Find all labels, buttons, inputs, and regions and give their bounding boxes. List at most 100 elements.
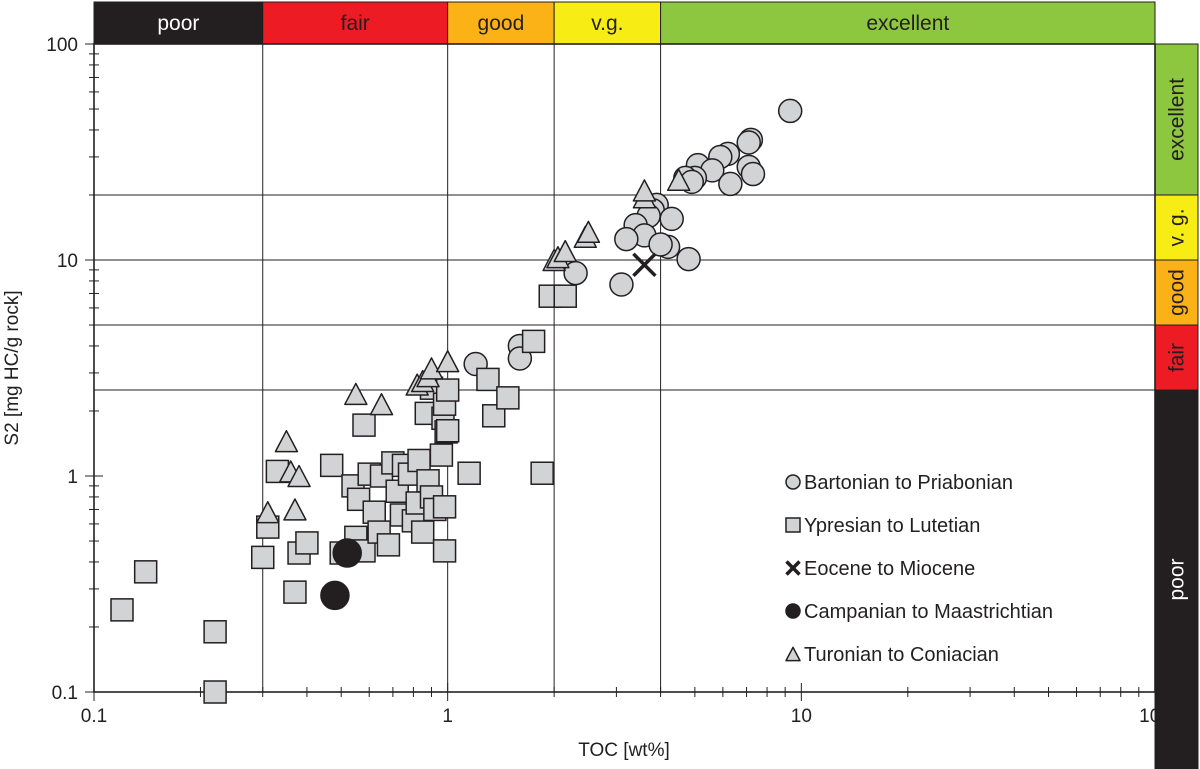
legend-marker-1 (785, 517, 801, 533)
data-point (530, 461, 554, 485)
data-point (419, 357, 444, 380)
data-point (777, 98, 803, 124)
data-point (319, 453, 344, 478)
x-tick-label: 10 (791, 706, 812, 727)
data-points (110, 98, 803, 704)
data-point (256, 500, 280, 524)
legend-label-1: Ypresian to Lutetian (804, 515, 980, 537)
data-point (482, 404, 506, 428)
data-point (736, 130, 761, 155)
right-band-4 (1154, 43, 1199, 196)
top-band-0 (93, 1, 264, 45)
right-quality-band: poor fair good v. g. excellent (1154, 43, 1199, 769)
top-quality-band: poor fair good v.g. excellent (93, 1, 1156, 45)
data-point (648, 232, 673, 257)
legend-marker-2 (785, 560, 801, 576)
data-point (718, 171, 743, 197)
data-point (283, 498, 307, 521)
x-tick-label: 100 (1139, 706, 1171, 727)
data-point (632, 179, 657, 202)
data-point (320, 580, 350, 611)
legend-label-3: Campanian to Maastrichtian (804, 601, 1053, 623)
axis-ticks: 0.1 1 10 100 0.1 1 10 100 (46, 35, 1171, 727)
data-point (283, 580, 307, 604)
data-point (676, 246, 701, 272)
data-point (410, 520, 435, 544)
legend-marker-0 (785, 474, 801, 490)
plot-area (94, 44, 1155, 692)
legend: Bartonian to Priabonian Ypresian to Lutet… (785, 472, 1053, 666)
top-band-4 (660, 1, 1156, 45)
data-point (576, 220, 601, 244)
data-point (376, 533, 401, 557)
data-point (553, 239, 577, 263)
data-point (432, 539, 457, 563)
series-3 (320, 538, 362, 611)
right-band-2 (1154, 259, 1199, 326)
y-tick-label: 100 (46, 35, 78, 56)
data-point (429, 443, 454, 467)
plot-border (93, 43, 1156, 693)
data-point (369, 392, 394, 416)
right-band-label-0: poor (1166, 559, 1189, 601)
top-band-label-1: fair (341, 12, 370, 35)
right-band-label-3: v. g. (1166, 208, 1189, 246)
top-band-2 (447, 1, 555, 45)
top-band-label-3: v.g. (591, 12, 623, 35)
data-point (666, 168, 691, 192)
top-band-label-0: poor (157, 12, 199, 35)
data-point (740, 161, 766, 187)
right-band-3 (1154, 194, 1199, 261)
top-band-1 (262, 1, 449, 45)
legend-label-2: Eocene to Miocene (804, 558, 975, 580)
y-axis-label: S2 [mg HC/g rock] (2, 290, 23, 445)
data-point (632, 252, 657, 278)
data-point (521, 329, 546, 354)
data-point (476, 367, 500, 392)
top-band-label-4: excellent (866, 12, 949, 35)
data-point (352, 413, 376, 437)
data-point (435, 418, 460, 443)
data-point (344, 382, 368, 406)
data-point (133, 560, 158, 584)
series-2 (632, 252, 657, 278)
data-point (435, 350, 460, 373)
series-4 (256, 168, 691, 524)
legend-marker-4 (785, 646, 801, 662)
legend-label-4: Turonian to Coniacian (804, 644, 999, 666)
top-band-label-2: good (478, 12, 525, 35)
data-point (362, 500, 386, 524)
x-tick-label: 1 (442, 706, 453, 727)
series-0 (463, 98, 803, 377)
data-point (496, 386, 520, 410)
data-point (295, 531, 319, 555)
data-point (432, 495, 457, 519)
data-point (274, 429, 299, 453)
x-tick-label: 0.1 (81, 706, 107, 727)
data-point (203, 680, 227, 704)
data-point (110, 598, 134, 622)
y-tick-label: 10 (57, 251, 78, 272)
right-band-label-4: excellent (1166, 78, 1189, 161)
series-1 (110, 284, 577, 704)
legend-label-0: Bartonian to Priabonian (804, 472, 1013, 494)
y-tick-label: 0.1 (52, 683, 78, 704)
x-axis-label: TOC [wt%] (578, 740, 670, 761)
data-point (435, 378, 460, 402)
right-band-label-2: good (1166, 269, 1189, 316)
data-point (203, 620, 227, 644)
threshold-gridlines (94, 44, 1155, 692)
right-band-label-1: fair (1166, 343, 1189, 372)
data-point (614, 226, 639, 252)
data-point (250, 545, 275, 570)
data-point (332, 538, 362, 568)
data-point (457, 461, 481, 485)
data-point (659, 206, 684, 232)
legend-marker-3 (785, 603, 801, 619)
data-point (407, 448, 431, 473)
y-tick-label: 1 (67, 467, 78, 488)
data-point (609, 272, 634, 297)
data-point (553, 284, 577, 308)
data-point (287, 464, 311, 488)
